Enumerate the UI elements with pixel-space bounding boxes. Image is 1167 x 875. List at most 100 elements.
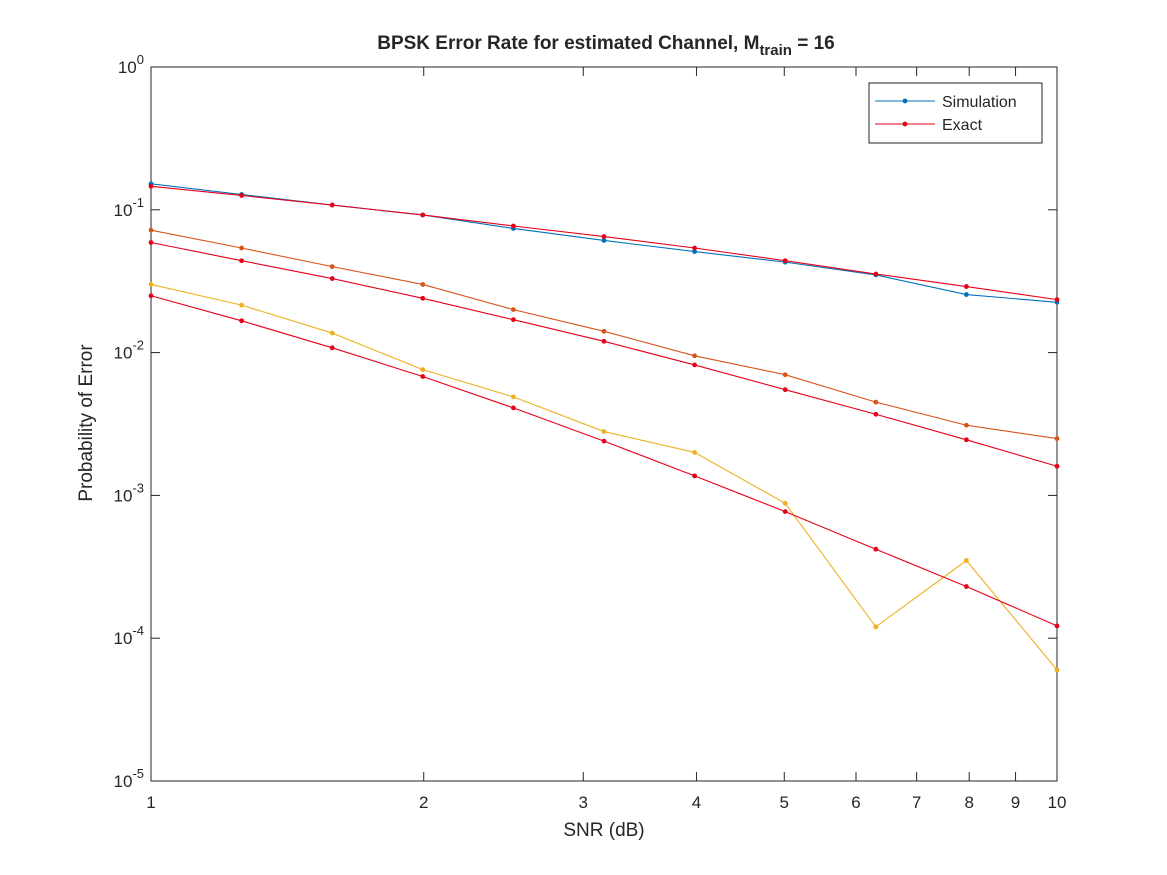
- y-tick-base: 10: [114, 772, 133, 791]
- plot-area: [150, 66, 1058, 782]
- legend-entry-exact: Exact: [942, 117, 983, 134]
- data-point: [148, 227, 154, 233]
- x-tick-label: 9: [1011, 793, 1020, 812]
- data-point: [329, 345, 335, 351]
- x-tick-label: 5: [780, 793, 789, 812]
- data-point: [1054, 463, 1060, 469]
- data-point: [963, 292, 969, 297]
- legend: Simulation Exact: [868, 82, 1043, 144]
- data-point: [601, 429, 607, 434]
- data-point: [1054, 436, 1060, 441]
- x-tick-label: 8: [964, 793, 973, 812]
- data-point: [239, 245, 245, 251]
- data-point: [148, 240, 154, 245]
- legend-box: [868, 82, 1043, 144]
- y-tick-exponent: -5: [132, 766, 144, 781]
- x-axis-label: SNR (dB): [563, 820, 644, 841]
- data-point: [511, 405, 516, 411]
- data-point: [1054, 623, 1060, 629]
- data-point: [873, 271, 879, 277]
- y-tick-label: 10-1: [114, 195, 144, 220]
- data-point: [692, 450, 697, 455]
- y-tick-label: 10-2: [114, 338, 144, 363]
- data-point: [873, 624, 879, 630]
- data-point: [782, 509, 788, 515]
- y-tick-exponent: -4: [132, 623, 144, 638]
- data-point: [1054, 667, 1060, 673]
- data-point: [511, 223, 516, 229]
- data-point: [782, 372, 788, 378]
- data-point: [692, 473, 697, 479]
- x-tick-label: 6: [851, 793, 860, 812]
- x-tick-label: 10: [1048, 793, 1067, 812]
- data-point: [601, 338, 607, 344]
- y-tick-label: 10-5: [114, 766, 144, 791]
- x-tick-label: 7: [912, 793, 921, 812]
- series-2: [148, 183, 1060, 303]
- y-tick-label: 10-3: [114, 480, 144, 505]
- data-point: [420, 295, 426, 301]
- legend-entry-simulation: Simulation: [942, 94, 1017, 111]
- data-point: [329, 202, 335, 208]
- y-tick-exponent: -2: [132, 338, 144, 353]
- data-point: [692, 249, 697, 254]
- data-point: [329, 264, 335, 270]
- data-point: [239, 258, 245, 264]
- y-tick-base: 10: [114, 201, 133, 220]
- y-tick-label: 10-4: [114, 623, 144, 648]
- data-point: [692, 353, 697, 359]
- data-point: [963, 558, 969, 563]
- chart-title-suffix: = 16: [792, 33, 835, 54]
- series-4: [148, 240, 1060, 469]
- y-tick-exponent: -3: [132, 480, 144, 495]
- data-point: [873, 411, 879, 417]
- y-tick-label: 100: [118, 52, 144, 77]
- data-point: [873, 399, 879, 405]
- data-point: [601, 238, 607, 243]
- data-point: [601, 438, 607, 444]
- data-point: [420, 282, 426, 287]
- series-6: [148, 293, 1060, 629]
- x-tick-label: 3: [579, 793, 588, 812]
- data-point: [329, 276, 335, 281]
- data-point: [963, 422, 969, 428]
- x-tick-label: 1: [146, 793, 155, 812]
- data-point: [511, 307, 516, 313]
- data-point: [1054, 297, 1060, 303]
- data-point: [148, 293, 154, 299]
- data-point: [148, 282, 154, 287]
- y-tick-base: 10: [114, 629, 133, 648]
- series-layer: [148, 181, 1060, 673]
- data-point: [782, 500, 788, 506]
- y-tick-exponent: -1: [132, 195, 144, 210]
- data-point: [239, 302, 245, 308]
- data-point: [511, 394, 516, 400]
- y-tick-base: 10: [114, 344, 133, 363]
- y-tick-exponent: 0: [137, 52, 144, 67]
- chart-title-subscript: train: [759, 42, 792, 59]
- data-point: [601, 234, 607, 239]
- y-tick-base: 10: [114, 486, 133, 505]
- data-point: [511, 317, 516, 323]
- data-point: [239, 193, 245, 198]
- series-5: [148, 282, 1060, 673]
- data-point: [329, 330, 335, 336]
- data-point: [782, 258, 788, 264]
- data-point: [963, 437, 969, 443]
- series-3: [148, 227, 1060, 441]
- data-point: [148, 183, 154, 189]
- legend-swatch-marker: [902, 121, 908, 127]
- data-point: [420, 374, 426, 379]
- y-tick-base: 10: [118, 58, 137, 77]
- data-point: [873, 546, 879, 552]
- legend-swatch-marker: [902, 98, 908, 104]
- y-axis-label: Probability of Error: [76, 344, 97, 502]
- data-point: [963, 284, 969, 289]
- chart-title-main: BPSK Error Rate for estimated Channel, M: [377, 33, 759, 54]
- data-point: [963, 584, 969, 589]
- x-tick-label: 2: [419, 793, 428, 812]
- data-point: [239, 318, 245, 324]
- data-point: [420, 367, 426, 373]
